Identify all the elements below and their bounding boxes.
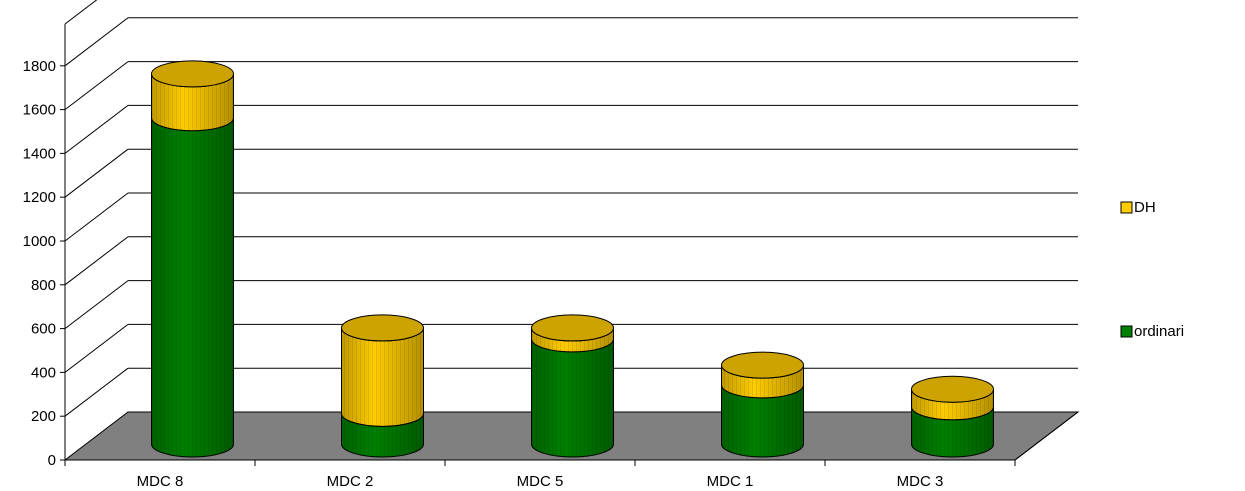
bar-top-cap	[341, 314, 424, 342]
bar-texture	[341, 327, 424, 427]
gridline-side	[64, 61, 129, 110]
legend-label-ordinari: ordinari	[1134, 323, 1184, 340]
bar-texture	[151, 117, 234, 457]
bar-group-mdc-1	[721, 351, 804, 458]
back-wall	[64, 0, 1078, 417]
gridline-side	[64, 192, 129, 242]
floor-edge	[1014, 411, 1079, 461]
bar-texture	[531, 338, 614, 457]
x-category-label: MDC 8	[137, 473, 184, 490]
x-category-label: MDC 5	[517, 473, 564, 490]
gridline-side	[64, 148, 129, 198]
bar-texture	[341, 413, 424, 457]
y-tick-label: 1000	[23, 233, 56, 250]
y-tick-label: 400	[31, 364, 56, 381]
y-tick-label: 1400	[23, 145, 56, 162]
bar-texture	[911, 406, 994, 457]
y-tick-label: 1200	[23, 189, 56, 206]
bar-top-cap	[911, 375, 994, 403]
bar-group-mdc-2	[341, 314, 424, 458]
y-tick-label: 600	[31, 321, 56, 338]
gridline-side	[64, 367, 129, 417]
legend-label-dh: DH	[1134, 199, 1156, 216]
y-tick-label: 0	[48, 452, 56, 469]
bar-texture	[531, 327, 614, 352]
y-tick-label: 1800	[23, 58, 56, 75]
gridline-side	[64, 280, 129, 329]
y-tick-label: 1600	[23, 102, 56, 119]
wall-edge	[64, 0, 98, 25]
legend-swatch-ordinari	[1120, 325, 1133, 338]
legend: DH ordinari	[1120, 199, 1184, 340]
gridline-side	[64, 324, 129, 373]
bar-group-mdc-3	[911, 375, 994, 458]
y-tick-label: 800	[31, 277, 56, 294]
bar-top-cap	[531, 314, 614, 342]
bar-top-cap	[151, 60, 234, 88]
bar-texture	[151, 73, 234, 131]
x-category-label: MDC 1	[707, 473, 754, 490]
x-category-label: MDC 2	[327, 473, 374, 490]
gridline-side	[64, 236, 129, 286]
y-tick-label: 200	[31, 408, 56, 425]
bar-group-mdc-5	[531, 314, 614, 458]
x-category-label: MDC 3	[897, 473, 944, 490]
bar-top-cap	[721, 351, 804, 379]
bars	[151, 60, 994, 458]
bar-texture	[721, 384, 804, 457]
legend-swatch-dh	[1120, 201, 1133, 214]
bar-texture	[911, 389, 994, 420]
bar-texture	[721, 365, 804, 398]
bar-group-mdc-8	[151, 60, 234, 458]
gridline-side	[64, 105, 129, 154]
gridline-side	[64, 17, 129, 67]
axes: 0 200 400 600 800 1000 1200 1400 1600 1800 MDC 8 MD…	[23, 24, 1079, 490]
